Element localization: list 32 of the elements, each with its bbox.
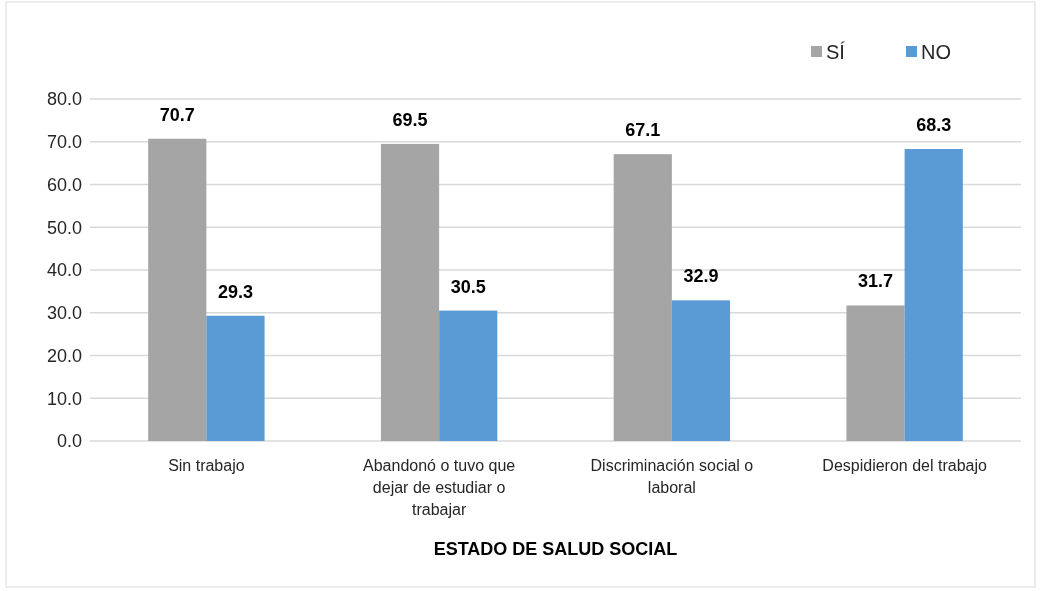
legend-label: NO [921,41,951,63]
x-axis-title: ESTADO DE SALUD SOCIAL [433,539,678,559]
y-tick-label: 20.0 [46,345,82,366]
bar [206,315,265,441]
data-label: 29.3 [217,281,253,302]
bar [671,300,731,441]
data-label: 70.7 [159,104,195,125]
data-label: 31.7 [858,271,894,292]
x-tick-label: Discriminación social o laboral [590,457,754,496]
data-label: 32.9 [683,266,719,287]
bar [613,154,672,441]
bar [846,305,905,441]
y-tick-label: 50.0 [46,217,82,238]
y-tick-label: 30.0 [46,303,82,324]
y-tick-label: 40.0 [46,260,82,281]
data-label: 67.1 [625,120,661,141]
y-tick-label: 80.0 [46,89,82,110]
y-tick-label: 0.0 [56,431,82,452]
y-tick-label: 10.0 [46,388,82,409]
y-tick-label: 60.0 [46,174,82,195]
x-tick-label: Abandonó o tuvo que dejar de estudiar o trabajar [363,457,516,518]
x-tick-label: Despidieron del trabajo [822,457,987,474]
y-tick-label: 70.0 [46,132,82,153]
data-label: 69.5 [392,109,428,130]
bar [904,149,963,441]
x-tick-label: Sin trabajo [168,457,245,474]
legend-label: SÍ [826,41,846,63]
data-label: 68.3 [916,115,952,136]
bar [439,310,498,441]
bar [148,138,207,441]
bar [380,143,440,441]
data-label: 30.5 [450,276,486,297]
